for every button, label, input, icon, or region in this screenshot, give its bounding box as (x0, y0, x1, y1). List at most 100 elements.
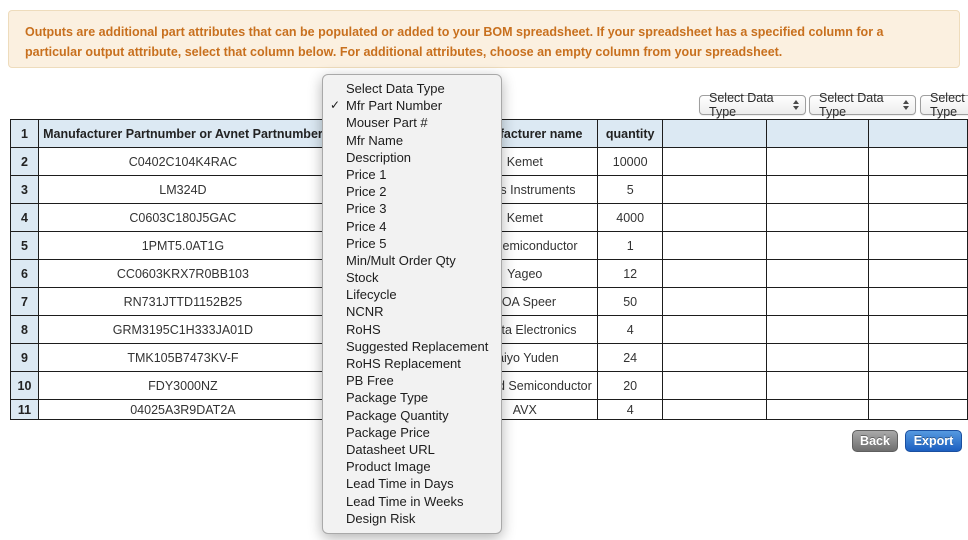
row-number: 3 (10, 175, 39, 204)
cell-partnumber: 1PMT5.0AT1G (37, 231, 328, 260)
row-number: 10 (10, 371, 39, 400)
datatype-dropdown-menu: Select Data Type ✓ Mfr Part Number Mouse… (322, 74, 502, 534)
cell-partnumber: CC0603KRX7R0BB103 (37, 259, 328, 288)
datatype-menu-item[interactable]: Min/Mult Order Qty (346, 252, 456, 268)
cell-partnumber: C0402C104K4RAC (37, 147, 328, 176)
cell-empty-3 (868, 371, 968, 400)
cell-partnumber: RN731JTTD1152B25 (37, 287, 328, 316)
cell-partnumber: C0603C180J5GAC (37, 203, 328, 232)
datatype-menu-item[interactable]: Price 2 (346, 184, 387, 200)
cell-empty-1 (662, 371, 767, 400)
row-number: 5 (10, 231, 39, 260)
cell-empty-1 (662, 175, 767, 204)
header-quantity: quantity (597, 119, 664, 148)
row-number: 4 (10, 203, 39, 232)
datatype-menu-item[interactable]: Lifecycle (346, 287, 397, 303)
cell-manufacturer: ON Semiconductor (451, 231, 599, 260)
row-number: 11 (10, 399, 39, 420)
row-number: 7 (10, 287, 39, 316)
header-empty-1 (662, 119, 767, 148)
row-number: 6 (10, 259, 39, 288)
cell-empty-1 (662, 231, 767, 260)
cell-partnumber: GRM3195C1H333JA01D (37, 315, 328, 344)
cell-empty-3 (868, 399, 968, 420)
header-empty-2 (765, 119, 870, 148)
datatype-menu-item[interactable]: RoHS Replacement (346, 356, 461, 371)
cell-quantity: 10000 (597, 147, 664, 176)
cell-empty-2 (765, 147, 870, 176)
datatype-menu-item[interactable]: Product Image (346, 459, 431, 475)
row-number: 2 (10, 147, 39, 176)
datatype-menu-item[interactable]: Package Price (346, 424, 430, 440)
cell-empty-3 (868, 147, 968, 176)
datatype-menu-item[interactable]: Package Quantity (346, 407, 449, 423)
back-button[interactable]: Back (852, 430, 898, 452)
datatype-menu-item[interactable]: RoHS (346, 321, 381, 337)
cell-empty-1 (662, 203, 767, 232)
cell-partnumber: 04025A3R9DAT2A (37, 399, 328, 420)
cell-empty-2 (765, 399, 870, 420)
cell-empty-2 (765, 343, 870, 372)
export-button[interactable]: Export (905, 430, 962, 452)
datatype-menu-item[interactable]: Description (346, 149, 412, 165)
cell-empty-2 (765, 203, 870, 232)
cell-partnumber: LM324D (37, 175, 328, 204)
cell-quantity: 4 (597, 399, 664, 420)
cell-empty-3 (868, 259, 968, 288)
checkmark-icon: ✓ (330, 98, 341, 113)
cell-empty-1 (662, 287, 767, 316)
column-datatype-select-2[interactable]: Select Data Type (809, 91, 916, 119)
cell-quantity: 4 (597, 315, 664, 344)
column-datatype-select-3[interactable]: Select Data Type (920, 91, 968, 119)
cell-partnumber: FDY3000NZ (37, 371, 328, 400)
cell-quantity: 1 (597, 231, 664, 260)
datatype-menu-item[interactable]: Price 5 (346, 235, 387, 251)
datatype-menu-item[interactable]: Suggested Replacement (346, 338, 489, 354)
select-value: Select Data Type (709, 91, 774, 119)
row-number: 1 (10, 119, 39, 148)
datatype-menu-item[interactable]: Design Risk (346, 510, 416, 526)
cell-empty-1 (662, 399, 767, 420)
column-datatype-select-1[interactable]: Select Data Type (699, 91, 806, 119)
datatype-menu-item[interactable]: Package Type (346, 390, 429, 406)
select-updown-arrows-icon (903, 100, 909, 110)
row-number: 9 (10, 343, 39, 372)
cell-quantity: 50 (597, 287, 664, 316)
cell-empty-1 (662, 147, 767, 176)
datatype-menu-item[interactable]: NCNR (346, 304, 384, 320)
cell-empty-3 (868, 315, 968, 344)
cell-empty-3 (868, 343, 968, 372)
header-partnumber: Manufacturer Partnumber or Avnet Partnum… (37, 119, 328, 148)
select-updown-arrows-icon (793, 100, 799, 110)
datatype-menu-item[interactable]: Price 4 (346, 218, 387, 234)
cell-empty-1 (662, 343, 767, 372)
cell-empty-2 (765, 259, 870, 288)
datatype-menu-item[interactable]: Lead Time in Weeks (346, 493, 464, 509)
cell-empty-3 (868, 175, 968, 204)
datatype-menu-item[interactable]: Select Data Type (346, 81, 445, 96)
datatype-menu-item[interactable]: PB Free (346, 373, 394, 389)
cell-quantity: 20 (597, 371, 664, 400)
datatype-menu-item[interactable]: Price 1 (346, 166, 387, 182)
cell-empty-2 (765, 315, 870, 344)
datatype-menu-item[interactable]: Mfr Name (346, 132, 404, 148)
select-value: Select Data Type (930, 91, 968, 119)
cell-quantity: 24 (597, 343, 664, 372)
cell-empty-1 (662, 259, 767, 288)
datatype-menu-item[interactable]: Stock (346, 270, 379, 286)
datatype-menu-item[interactable]: Datasheet URL (346, 441, 435, 457)
datatype-menu-item[interactable]: Lead Time in Days (346, 476, 454, 492)
datatype-menu-item[interactable]: Mouser Part # (346, 115, 428, 131)
cell-partnumber: TMK105B7473KV-F (37, 343, 328, 372)
cell-empty-2 (765, 231, 870, 260)
cell-empty-2 (765, 175, 870, 204)
datatype-menu-item[interactable]: ✓ Mfr Part Number (330, 98, 443, 114)
outputs-info-banner: Outputs are additional part attributes t… (8, 10, 960, 68)
header-empty-3 (868, 119, 968, 148)
datatype-menu-item[interactable]: Price 3 (346, 201, 387, 217)
cell-quantity: 12 (597, 259, 664, 288)
cell-empty-3 (868, 287, 968, 316)
select-value: Select Data Type (819, 91, 884, 119)
outputs-info-text: Outputs are additional part attributes t… (25, 25, 884, 59)
